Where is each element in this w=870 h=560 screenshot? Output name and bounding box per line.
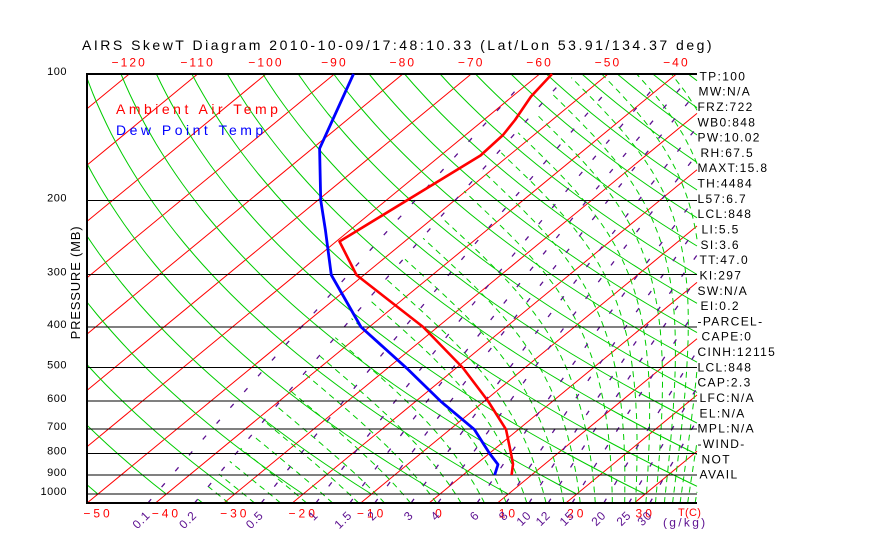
svg-text:CAP:2.3: CAP:2.3 xyxy=(698,376,752,390)
svg-text:TT:47.0: TT:47.0 xyxy=(700,253,749,267)
svg-text:600: 600 xyxy=(47,393,67,405)
svg-text:−110: −110 xyxy=(180,56,215,70)
svg-text:−40: −40 xyxy=(663,56,690,70)
svg-text:T(C): T(C) xyxy=(678,507,701,519)
svg-text:MPL:N/A: MPL:N/A xyxy=(698,422,755,436)
svg-text:−20: −20 xyxy=(289,507,318,521)
svg-text:500: 500 xyxy=(47,360,67,372)
svg-text:20: 20 xyxy=(567,507,586,521)
svg-text:KI:297: KI:297 xyxy=(700,269,743,283)
svg-text:Ambient Air Temp: Ambient Air Temp xyxy=(116,101,281,117)
svg-text:TP:100: TP:100 xyxy=(700,69,747,83)
svg-text:SW:N/A: SW:N/A xyxy=(698,284,749,298)
svg-text:300: 300 xyxy=(47,266,67,278)
svg-text:900: 900 xyxy=(47,467,67,479)
svg-text:LI:5.5: LI:5.5 xyxy=(702,223,740,237)
svg-text:−10: −10 xyxy=(357,507,386,521)
svg-text:800: 800 xyxy=(47,445,67,457)
svg-text:LFC:N/A: LFC:N/A xyxy=(700,391,755,405)
svg-text:−90: −90 xyxy=(321,56,348,70)
svg-text:EL:N/A: EL:N/A xyxy=(700,406,746,420)
svg-text:L57:6.7: L57:6.7 xyxy=(698,192,748,206)
svg-text:CINH:12115: CINH:12115 xyxy=(698,345,777,359)
svg-text:RH:67.5: RH:67.5 xyxy=(701,146,754,160)
svg-text:700: 700 xyxy=(47,421,67,433)
svg-text:−50: −50 xyxy=(83,507,112,521)
svg-text:−30: −30 xyxy=(220,507,249,521)
svg-text:−80: −80 xyxy=(389,56,416,70)
svg-text:-WIND-: -WIND- xyxy=(698,437,746,451)
svg-text:−50: −50 xyxy=(595,56,622,70)
svg-text:10: 10 xyxy=(499,507,518,521)
svg-text:LCL:848: LCL:848 xyxy=(698,360,753,374)
svg-text:−120: −120 xyxy=(111,56,146,70)
svg-text:MAXT:15.8: MAXT:15.8 xyxy=(698,161,769,175)
svg-text:FRZ:722: FRZ:722 xyxy=(698,100,754,114)
svg-text:100: 100 xyxy=(47,66,67,78)
svg-text:−60: −60 xyxy=(526,56,553,70)
svg-text:30: 30 xyxy=(636,507,655,521)
svg-text:TH:4484: TH:4484 xyxy=(698,177,753,191)
svg-text:NOT: NOT xyxy=(702,452,731,466)
svg-text:200: 200 xyxy=(47,193,67,205)
svg-text:EI:0.2: EI:0.2 xyxy=(701,299,740,313)
svg-text:SI:3.6: SI:3.6 xyxy=(701,238,740,252)
svg-text:AIRS SkewT Diagram 2010-10-09/: AIRS SkewT Diagram 2010-10-09/17:48:10.3… xyxy=(82,37,714,53)
svg-text:PW:10.02: PW:10.02 xyxy=(698,131,761,145)
svg-text:CAPE:0: CAPE:0 xyxy=(702,330,753,344)
svg-text:Dew Point Temp: Dew Point Temp xyxy=(116,122,267,138)
svg-text:1000: 1000 xyxy=(41,486,67,498)
svg-text:LCL:848: LCL:848 xyxy=(698,207,753,221)
svg-text:AVAIL: AVAIL xyxy=(700,468,739,482)
svg-text:−40: −40 xyxy=(152,507,181,521)
svg-text:PRESSURE (MB): PRESSURE (MB) xyxy=(68,226,83,340)
svg-text:−100: −100 xyxy=(248,56,283,70)
svg-text:400: 400 xyxy=(47,319,67,331)
svg-text:MW:N/A: MW:N/A xyxy=(699,85,752,99)
svg-text:(g/kg): (g/kg) xyxy=(663,516,707,530)
svg-text:WB0:848: WB0:848 xyxy=(698,115,757,129)
svg-text:-PARCEL-: -PARCEL- xyxy=(698,314,764,328)
svg-text:0: 0 xyxy=(435,507,445,521)
svg-text:−70: −70 xyxy=(458,56,485,70)
